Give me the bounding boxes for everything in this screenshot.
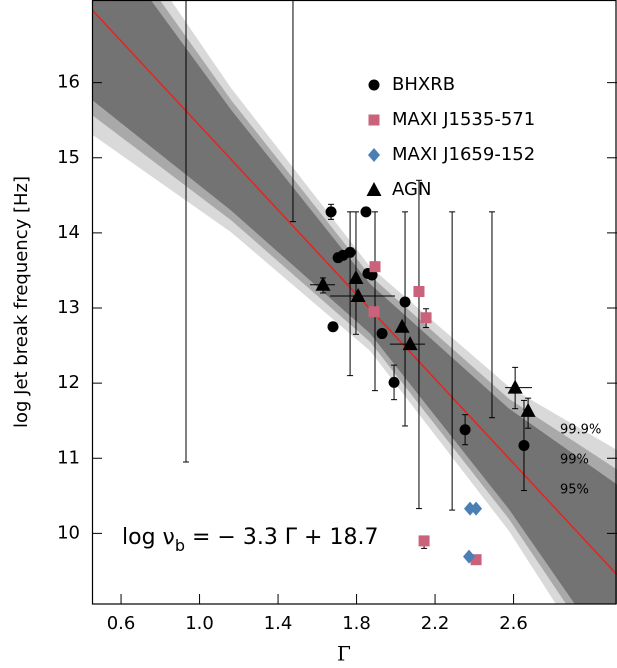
fit-line [92, 9, 617, 576]
y-tick-label: 16 [57, 72, 80, 93]
legend-marker [366, 182, 382, 196]
point [350, 287, 366, 302]
legend-marker [368, 79, 380, 91]
point [507, 379, 523, 394]
point [376, 328, 388, 340]
legend-label: AGN [392, 179, 431, 200]
point [470, 501, 483, 516]
plot-area [92, 0, 617, 604]
band-label: 99% [560, 453, 589, 468]
x-tick-label: 1.0 [185, 613, 214, 634]
x-tick-label: 2.6 [499, 613, 528, 634]
y-tick-label: 12 [57, 372, 80, 393]
point [369, 261, 381, 273]
point [470, 554, 482, 566]
y-axis-label: log Jet break frequency [Hz] [11, 176, 32, 428]
fit-equation: log νb = − 3.3 Γ + 18.7 [122, 525, 378, 555]
point [388, 376, 400, 388]
y-tick-label: 10 [57, 522, 80, 543]
x-tick-label: 1.4 [264, 613, 293, 634]
point [360, 206, 372, 218]
point [518, 439, 530, 451]
point [325, 206, 337, 218]
point [418, 535, 430, 547]
y-tick-label: 13 [57, 297, 80, 318]
point [459, 424, 471, 436]
point [344, 246, 356, 258]
point [402, 336, 418, 351]
band-label: 95% [560, 483, 589, 498]
y-tick-label: 11 [57, 447, 80, 468]
point [413, 285, 425, 297]
legend-label: MAXI J1659-152 [392, 144, 535, 165]
point [315, 276, 331, 291]
equation-part: log ν [122, 525, 175, 550]
x-tick-label: 2.2 [421, 613, 450, 634]
point [394, 318, 410, 333]
plot-frame [91, 0, 617, 605]
x-tick-label: 1.8 [342, 613, 371, 634]
legend-label: BHXRB [392, 74, 455, 95]
x-tick-label: 0.6 [107, 613, 136, 634]
point [464, 501, 476, 516]
point [368, 306, 380, 318]
point [348, 269, 364, 284]
legend-marker [368, 148, 380, 162]
point [327, 321, 339, 333]
equation-part: = − 3.3 Γ + 18.7 [185, 525, 379, 550]
point [520, 402, 536, 417]
legend-label: MAXI J1535-571 [392, 109, 535, 130]
x-axis-label: Γ [337, 642, 351, 666]
band-label: 99.9% [560, 423, 601, 438]
point [399, 296, 411, 308]
point [420, 312, 432, 324]
point [463, 549, 476, 564]
y-tick-label: 15 [57, 147, 80, 168]
legend-marker [368, 114, 380, 126]
y-tick-label: 14 [57, 222, 80, 243]
equation-part: b [175, 536, 185, 555]
